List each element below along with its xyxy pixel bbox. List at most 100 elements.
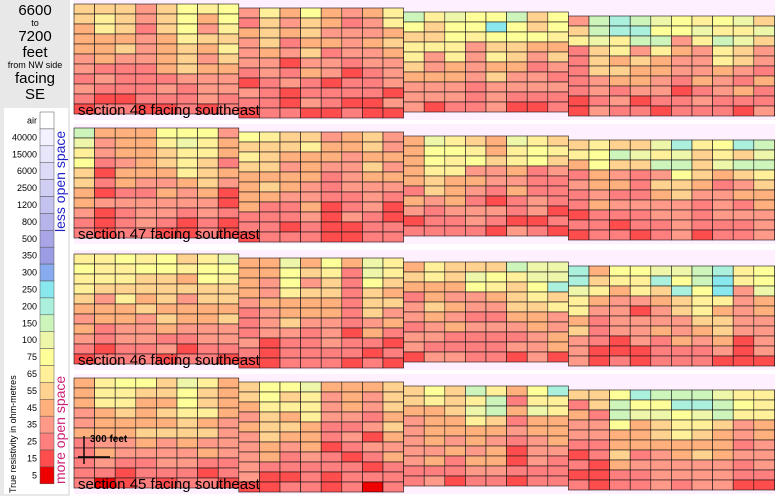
heatmap-cell [671, 305, 693, 317]
heatmap-cell [300, 357, 322, 369]
heatmap-cell [423, 261, 446, 273]
heatmap-cell [320, 307, 343, 319]
heatmap-cell [568, 25, 590, 37]
heatmap-cell [609, 325, 631, 337]
heatmap-cell [609, 35, 631, 47]
heatmap-cell [732, 209, 755, 221]
heatmap-cell [691, 95, 713, 107]
heatmap-cell [135, 63, 157, 75]
heatmap-cell [300, 277, 322, 289]
heatmap-cell [588, 159, 610, 171]
heatmap-cell [485, 435, 507, 447]
heatmap-cell [712, 295, 734, 307]
heatmap-cell [691, 15, 713, 27]
heatmap-cell [279, 221, 301, 233]
heatmap-cell [712, 199, 734, 211]
heatmap-cell [176, 73, 198, 85]
heatmap-cell [712, 265, 734, 277]
heatmap-cell [629, 449, 652, 461]
heatmap-cell [691, 295, 713, 307]
heatmap-cell [568, 399, 590, 411]
heatmap-cell [259, 431, 281, 443]
heatmap-cell [217, 73, 240, 85]
heatmap-cell [176, 13, 198, 25]
heatmap-cell [94, 157, 116, 169]
heatmap-cell [465, 395, 487, 407]
heatmap-cell [362, 461, 384, 473]
heatmap-cell [609, 345, 631, 357]
heatmap-cell [217, 157, 240, 169]
heatmap-cell [362, 171, 384, 183]
heatmap-cell [320, 441, 343, 453]
heatmap-cell [217, 303, 240, 315]
heatmap-cell [114, 253, 137, 265]
heatmap-cell [671, 409, 693, 421]
heatmap-cell [73, 157, 95, 169]
heatmap-cell [300, 191, 322, 203]
heading-unit: feet [22, 44, 48, 61]
legend-level-label: 1200 [17, 200, 37, 210]
heatmap-cell [465, 301, 487, 313]
heatmap-cell [423, 435, 446, 447]
heatmap-cell [671, 95, 693, 107]
heatmap-cell [568, 35, 590, 47]
heatmap-cell [547, 475, 569, 487]
heatmap-cell [691, 325, 713, 337]
heatmap-cell [526, 341, 549, 353]
heatmap-cell [588, 219, 610, 231]
heatmap-cell [465, 225, 487, 237]
heatmap-cell [732, 105, 755, 117]
heatmap-cell [114, 177, 137, 189]
heatmap-cell [691, 265, 713, 277]
heatmap-cell [403, 395, 425, 407]
heatmap-cell [547, 331, 569, 343]
heatmap-cell [176, 447, 198, 459]
heatmap-cell [238, 267, 260, 279]
heatmap-cell [609, 159, 631, 171]
heatmap-cell [114, 207, 137, 219]
heatmap-cell [259, 317, 281, 329]
heatmap-cell [362, 57, 384, 69]
heatmap-cell [423, 21, 446, 33]
heatmap-cell [485, 91, 507, 103]
heatmap-cell [320, 77, 343, 89]
heatmap-cell [465, 341, 487, 353]
heatmap-cell [753, 345, 775, 357]
heatmap-cell [176, 53, 198, 65]
heatmap-cell [568, 459, 590, 471]
heatmap-cell [114, 457, 137, 469]
heatmap-cell [217, 13, 240, 25]
heatmap-cell [465, 455, 487, 467]
heatmap-cell [135, 83, 157, 95]
heatmap-cell [650, 189, 672, 201]
heatmap-cell [423, 385, 446, 397]
heatmap-cell [547, 425, 569, 437]
heatmap-cell [568, 265, 590, 277]
heatmap-cell [526, 435, 549, 447]
heatmap-cell [238, 451, 260, 463]
heatmap-cell [259, 47, 281, 59]
heatmap-cell [238, 431, 260, 443]
heatmap-cell [279, 161, 301, 173]
heatmap-cell [671, 459, 693, 471]
heatmap-cell [568, 315, 590, 327]
heatmap-cell [465, 21, 487, 33]
heatmap-cell [73, 313, 95, 325]
heatmap-cell [114, 417, 137, 429]
heatmap-cell [732, 85, 755, 97]
heatmap-cell [732, 409, 755, 421]
heatmap-cell [588, 85, 610, 97]
heatmap-cell [403, 311, 425, 323]
heatmap-cell [341, 131, 363, 143]
heatmap-cell [423, 415, 446, 427]
heatmap-cell [423, 41, 446, 53]
heatmap-cell [423, 185, 446, 197]
heatmap-cell [341, 337, 363, 349]
heatmap-cell [526, 465, 549, 477]
heatmap-cell [568, 439, 590, 451]
heatmap-cell [671, 355, 693, 367]
heatmap-cell [156, 147, 178, 159]
heatmap-cell [114, 263, 137, 275]
heatmap-cell [526, 11, 549, 23]
heatmap-cell [629, 275, 652, 287]
